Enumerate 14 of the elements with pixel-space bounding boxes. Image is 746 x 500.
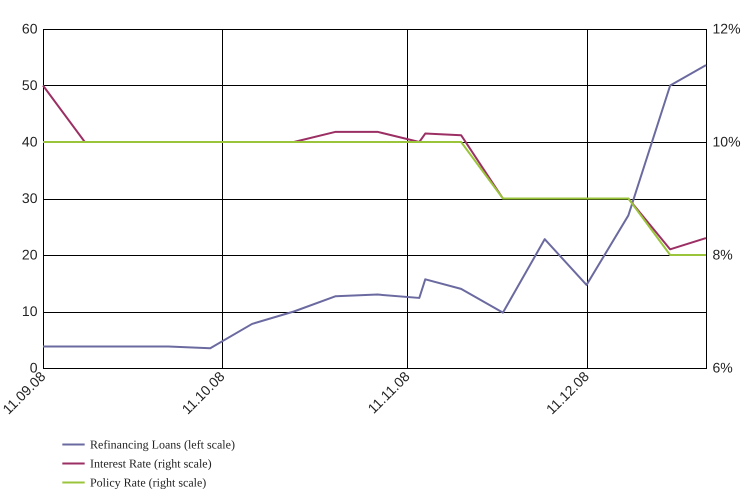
line-series bbox=[42, 64, 707, 350]
y-tick-label: 60 bbox=[22, 20, 38, 36]
y-tick-label: 50 bbox=[22, 77, 38, 93]
y2-tick-label: 8% bbox=[712, 246, 733, 262]
legend-label: Policy Rate (right scale) bbox=[90, 476, 206, 490]
y-tick-label: 10 bbox=[22, 303, 38, 319]
y-tick-label: 30 bbox=[22, 190, 38, 206]
y2-tick-label: 10% bbox=[712, 134, 741, 150]
legend-label: Refinancing Loans (left scale) bbox=[90, 438, 235, 452]
y2-tick-label: 6% bbox=[712, 360, 733, 376]
y-tick-label: 20 bbox=[22, 246, 38, 262]
legend-label: Interest Rate (right scale) bbox=[90, 456, 212, 470]
y2-tick-label: 12% bbox=[712, 20, 741, 36]
y-tick-label: 40 bbox=[22, 134, 38, 150]
